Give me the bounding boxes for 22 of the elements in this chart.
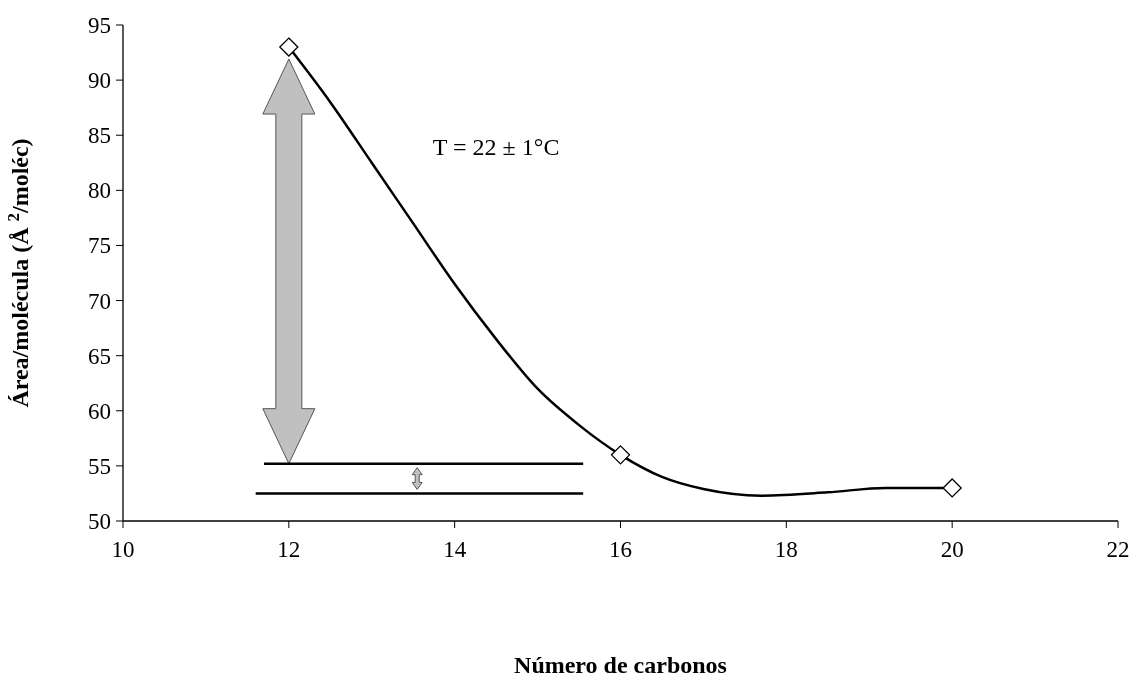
point <box>279 37 299 57</box>
y-tick-label: 85 <box>88 123 111 149</box>
y-tick-label: 80 <box>88 178 111 204</box>
y-tick-label: 70 <box>88 288 111 314</box>
point <box>610 445 631 465</box>
y-tick-label: 55 <box>88 453 111 479</box>
x-axis-title: Número de carbonos <box>514 652 727 678</box>
annotation: T = 22 ± 1°C <box>432 133 560 160</box>
x-tick-label: 18 <box>774 537 798 562</box>
x-tick-label: 14 <box>443 537 467 562</box>
y-tick-label: 90 <box>88 68 111 94</box>
x-tick-label: 22 <box>1106 537 1130 562</box>
x-tick-label: 12 <box>277 537 301 562</box>
x-tick-label: 20 <box>940 537 964 562</box>
y-tick-label: 75 <box>88 233 111 259</box>
x-tick-label: 16 <box>609 537 632 562</box>
y-tick-label: 60 <box>88 398 111 424</box>
y-tick-label: 65 <box>88 343 111 369</box>
point <box>942 478 962 498</box>
x-tick-label: 10 <box>111 537 135 562</box>
y-tick-label: 50 <box>88 509 111 535</box>
y-tick-label: 95 <box>88 13 111 39</box>
